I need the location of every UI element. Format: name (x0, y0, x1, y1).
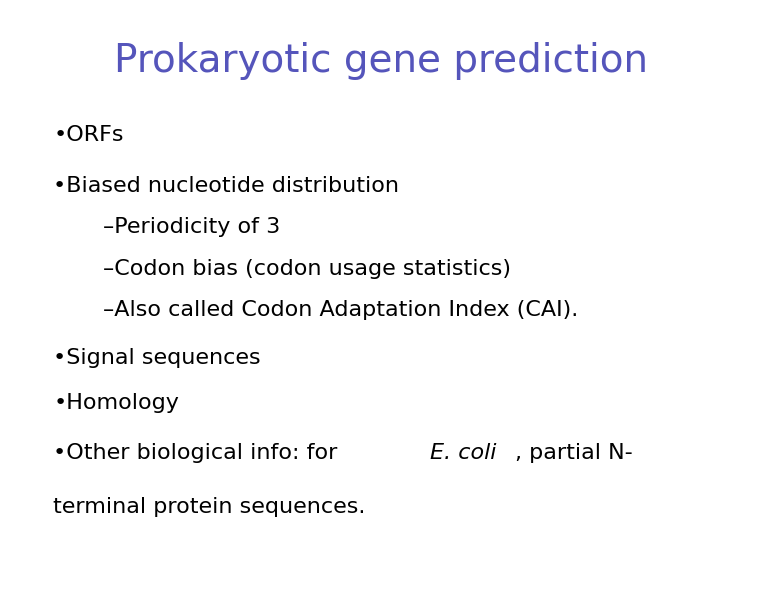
Text: •ORFs: •ORFs (53, 125, 124, 145)
Text: E. coli: E. coli (430, 443, 496, 464)
Text: •Other biological info: for: •Other biological info: for (53, 443, 345, 464)
Text: •Homology: •Homology (53, 393, 179, 413)
Text: –Codon bias (codon usage statistics): –Codon bias (codon usage statistics) (103, 259, 511, 279)
Text: Prokaryotic gene prediction: Prokaryotic gene prediction (114, 42, 649, 80)
Text: –Periodicity of 3: –Periodicity of 3 (103, 217, 280, 237)
Text: terminal protein sequences.: terminal protein sequences. (53, 497, 365, 517)
Text: –Also called Codon Adaptation Index (CAI).: –Also called Codon Adaptation Index (CAI… (103, 300, 578, 321)
Text: •Biased nucleotide distribution: •Biased nucleotide distribution (53, 176, 399, 196)
Text: •Signal sequences: •Signal sequences (53, 348, 261, 368)
Text: , partial N-: , partial N- (515, 443, 633, 464)
